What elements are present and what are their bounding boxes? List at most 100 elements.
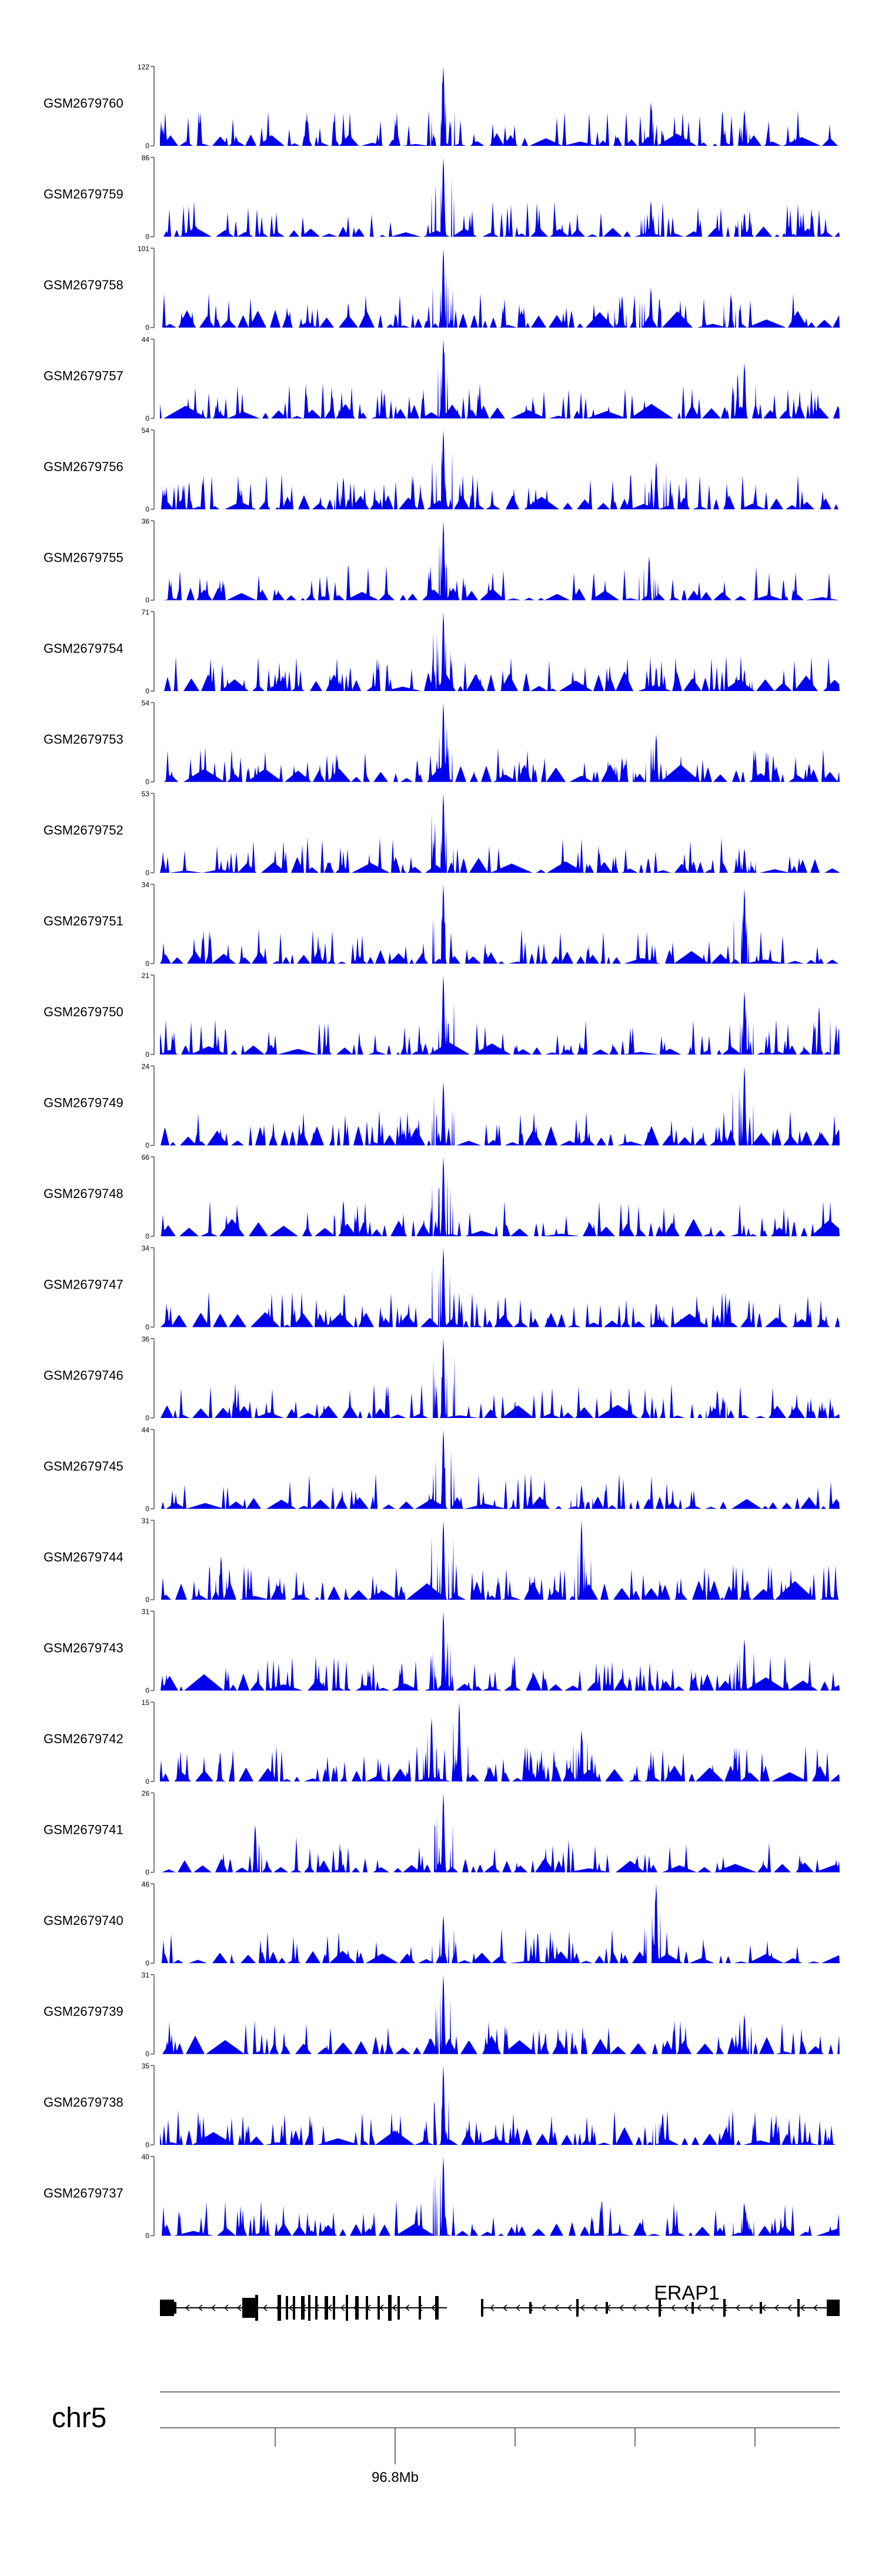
strand-arrow [405,2304,410,2311]
y-max-label: 34 [142,881,150,889]
y-max-label: 54 [142,699,150,708]
signal-area [160,793,840,873]
strand-arrow [800,2304,805,2311]
y-min-label: 0 [145,1777,149,1786]
strand-arrow [813,2304,818,2311]
track-GSM2679745: GSM2679745 44 0 [44,1426,840,1513]
track-GSM2679737: GSM2679737 40 0 [44,2153,840,2240]
exon [419,2296,421,2320]
y-max-label: 101 [138,245,149,253]
y-max-label: 40 [142,2153,150,2161]
y-min-label: 0 [145,323,149,332]
y-min-label: 0 [145,415,149,423]
exon [346,2295,348,2321]
y-min-label: 0 [145,1687,149,1695]
track-label: GSM2679755 [44,550,123,565]
strand-arrow [619,2304,624,2311]
strand-arrow [288,2304,293,2311]
exon [691,2302,694,2314]
exon [308,2295,310,2321]
y-max-label: 24 [142,1063,150,1071]
y-min-label: 0 [145,1596,149,1604]
signal-area [160,1247,840,1327]
gene-label: ERAP1 [654,2282,720,2304]
signal-area [160,975,840,1055]
signal-area [160,1974,840,2054]
strand-arrow [554,2304,559,2311]
track-GSM2679758: GSM2679758 101 0 [44,245,840,332]
strand-arrow [185,2304,190,2311]
track-label: GSM2679749 [44,1096,123,1110]
strand-arrow [632,2304,637,2311]
strand-arrow [580,2304,585,2311]
strand-arrow [198,2304,203,2311]
exon [325,2296,328,2320]
track-GSM2679740: GSM2679740 46 0 [44,1880,840,1967]
y-max-label: 21 [142,972,150,980]
signal-area [160,157,840,237]
strand-arrow [502,2304,507,2311]
track-label: GSM2679742 [44,1731,123,1746]
y-max-label: 122 [138,63,149,71]
exon [301,2296,305,2320]
y-min-label: 0 [145,1505,149,1513]
track-label: GSM2679750 [44,1005,123,1019]
track-label: GSM2679748 [44,1186,123,1201]
strand-arrow [787,2304,792,2311]
track-label: GSM2679746 [44,1368,123,1383]
utr-exon [242,2298,255,2318]
signal-area [160,1611,840,1691]
utr-exon [160,2300,174,2316]
exon [377,2296,380,2320]
y-min-label: 0 [145,505,149,513]
signal-area [160,1793,840,1873]
track-label: GSM2679752 [44,823,123,837]
y-min-label: 0 [145,960,149,968]
strand-arrow [683,2304,689,2311]
signal-area [160,520,840,600]
strand-arrow [748,2304,753,2311]
track-GSM2679748: GSM2679748 66 0 [44,1153,840,1240]
y-min-label: 0 [145,1050,149,1059]
strand-arrow [223,2304,229,2311]
exon [278,2295,281,2321]
track-label: GSM2679758 [44,278,123,292]
y-min-label: 0 [145,1142,149,1150]
signal-area [160,1066,840,1146]
track-GSM2679742: GSM2679742 15 0 [44,1699,840,1786]
signal-area [160,702,840,782]
y-max-label: 44 [142,1426,150,1434]
y-max-label: 35 [142,2062,150,2070]
track-label: GSM2679754 [44,641,123,656]
strand-arrow [644,2304,650,2311]
y-min-label: 0 [145,1323,149,1332]
y-max-label: 86 [142,154,150,162]
track-GSM2679751: GSM2679751 34 0 [44,881,840,968]
track-GSM2679744: GSM2679744 31 0 [44,1517,840,1604]
track-label: GSM2679737 [44,2186,123,2201]
exon [529,2302,532,2314]
signal-area [160,2066,840,2145]
y-max-label: 34 [142,1244,150,1253]
strand-arrow [670,2304,676,2311]
y-min-label: 0 [145,2141,149,2149]
chromosome-axis: chr5 96.8Mb [52,2391,840,2485]
exon [255,2295,258,2321]
exon [397,2296,400,2320]
track-label: GSM2679739 [44,2004,123,2019]
strand-arrow [593,2304,598,2311]
utr-exon [827,2300,840,2316]
strand-arrow [696,2304,701,2311]
strand-arrow [515,2304,520,2311]
y-min-label: 0 [145,1868,149,1877]
track-GSM2679741: GSM2679741 26 0 [44,1790,840,1877]
y-max-label: 31 [142,1608,150,1616]
exon [286,2296,288,2320]
y-min-label: 0 [145,1232,149,1240]
track-GSM2679750: GSM2679750 21 0 [44,972,840,1059]
strand-arrow [567,2304,572,2311]
strand-arrow [262,2304,268,2311]
y-min-label: 0 [145,2232,149,2240]
strand-arrow [211,2304,216,2311]
